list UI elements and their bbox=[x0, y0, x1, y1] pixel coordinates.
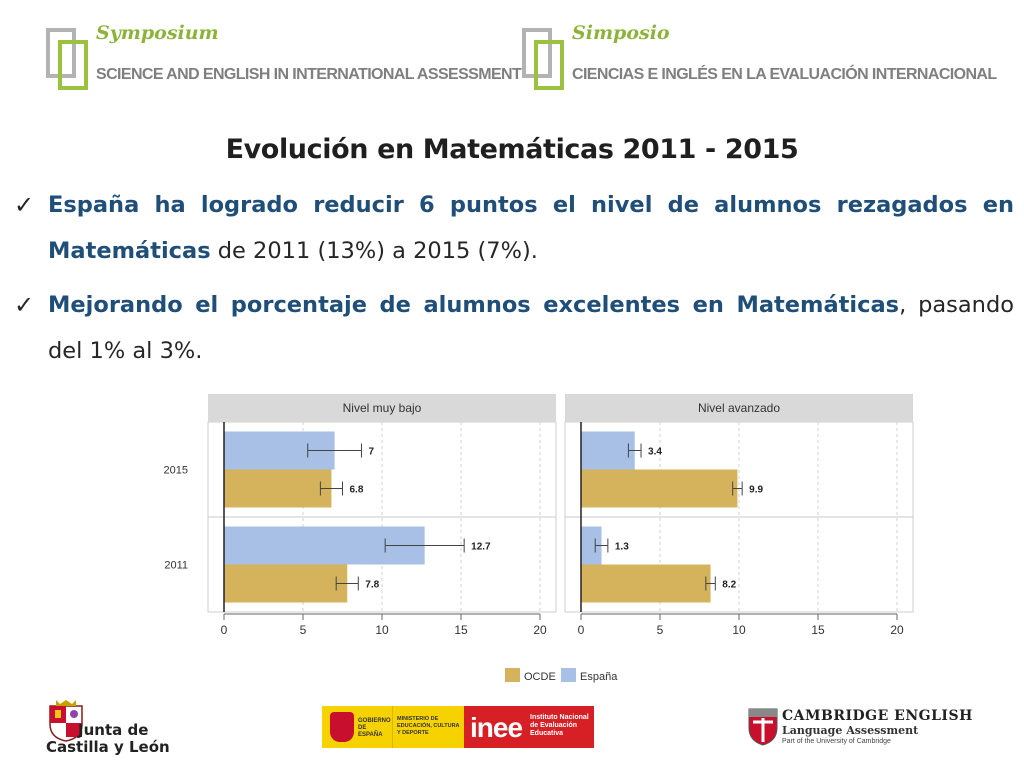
spain-coat-icon bbox=[330, 712, 354, 742]
symposium-banner: Symposium SCIENCE AND ENGLISH IN INTERNA… bbox=[46, 22, 522, 92]
cambridge-shield-icon bbox=[748, 708, 778, 746]
data-label: 6.8 bbox=[350, 485, 364, 496]
data-label: 1.3 bbox=[615, 542, 629, 553]
simposio-script: Simposio bbox=[572, 22, 670, 44]
bar-OCDE-2011 bbox=[581, 564, 711, 603]
x-tick-label: 20 bbox=[533, 623, 547, 637]
cambridge-title: CAMBRIDGE ENGLISH bbox=[782, 708, 973, 724]
cambridge-subtitle: Language Assessment bbox=[782, 724, 919, 737]
bullet-2-highlight: Mejorando el porcentaje de alumnos excel… bbox=[48, 292, 900, 318]
junta-castilla-leon-text: Junta de Castilla y León bbox=[46, 722, 170, 756]
bar-OCDE-2011 bbox=[224, 564, 348, 603]
legend-label-OCDE: OCDE bbox=[524, 671, 556, 683]
bullet-1-highlight: España ha logrado reducir 6 puntos el ni… bbox=[48, 192, 1014, 264]
x-tick-label: 10 bbox=[732, 623, 746, 637]
category-label-2011: 2011 bbox=[164, 560, 188, 572]
data-label: 7.8 bbox=[365, 580, 379, 591]
legend-swatch-España bbox=[561, 668, 576, 682]
symposium-logo-icon bbox=[46, 28, 90, 90]
x-tick-label: 15 bbox=[811, 623, 825, 637]
legend-swatch-OCDE bbox=[505, 668, 520, 682]
legend-label-España: España bbox=[580, 671, 618, 683]
symposium-script: Symposium bbox=[96, 22, 219, 44]
x-tick-label: 10 bbox=[375, 623, 389, 637]
cambridge-tagline: Part of the University of Cambridge bbox=[782, 738, 891, 745]
data-label: 8.2 bbox=[722, 580, 736, 591]
bullet-2-rest: , pasando del 1% al 3%. bbox=[48, 292, 1014, 364]
ministerio-text: MINISTERIO DE EDUCACIÓN, CULTURA Y DEPOR… bbox=[392, 706, 464, 748]
symposium-subtitle: SCIENCE AND ENGLISH IN INTERNATIONAL ASS… bbox=[96, 66, 522, 83]
castilla-leon-shield-icon bbox=[49, 700, 83, 742]
panel-header bbox=[208, 394, 556, 422]
data-label: 12.7 bbox=[471, 542, 491, 553]
data-label: 7 bbox=[368, 447, 374, 458]
x-tick-label: 20 bbox=[890, 623, 904, 637]
check-icon: ✓ bbox=[14, 191, 35, 219]
inee-text: inee bbox=[470, 712, 523, 743]
junta-line-1: Junta de bbox=[78, 721, 149, 739]
slide-title: Evolución en Matemáticas 2011 - 2015 bbox=[225, 134, 799, 165]
check-icon: ✓ bbox=[14, 291, 35, 319]
panel-title: Nivel avanzado bbox=[698, 401, 780, 415]
inee-subtitle: Instituto Nacional de Evaluación Educati… bbox=[530, 714, 589, 737]
panel-header bbox=[565, 394, 913, 422]
panel-title: Nivel muy bajo bbox=[343, 401, 422, 415]
bar-OCDE-2015 bbox=[224, 469, 332, 508]
junta-line-2: Castilla y León bbox=[46, 738, 170, 756]
bullet-2: ✓ Mejorando el porcentaje de alumnos exc… bbox=[14, 282, 1014, 374]
x-tick-label: 5 bbox=[657, 623, 664, 637]
data-label: 9.9 bbox=[749, 485, 763, 496]
simposio-subtitle: CIENCIAS E INGLÉS EN LA EVALUACIÓN INTER… bbox=[572, 66, 997, 83]
bar-España-2011 bbox=[581, 526, 602, 565]
ministry-logo: GOBIERNO DE ESPAÑA MINISTERIO DE EDUCACI… bbox=[322, 706, 594, 748]
bar-España-2015 bbox=[581, 431, 635, 470]
simposio-banner: Simposio CIENCIAS E INGLÉS EN LA EVALUAC… bbox=[522, 22, 1002, 92]
bar-OCDE-2015 bbox=[581, 469, 738, 508]
x-tick-label: 5 bbox=[300, 623, 307, 637]
gobierno-text: GOBIERNO DE ESPAÑA bbox=[358, 718, 391, 738]
category-label-2015: 2015 bbox=[164, 465, 188, 477]
bullet-1-rest: de 2011 (13%) a 2015 (7%). bbox=[210, 238, 538, 264]
x-tick-label: 15 bbox=[454, 623, 468, 637]
x-tick-label: 0 bbox=[221, 623, 228, 637]
data-label: 3.4 bbox=[648, 447, 662, 458]
bullet-1: ✓ España ha logrado reducir 6 puntos el … bbox=[14, 182, 1014, 274]
x-tick-label: 0 bbox=[578, 623, 585, 637]
simposio-logo-icon bbox=[522, 28, 566, 90]
